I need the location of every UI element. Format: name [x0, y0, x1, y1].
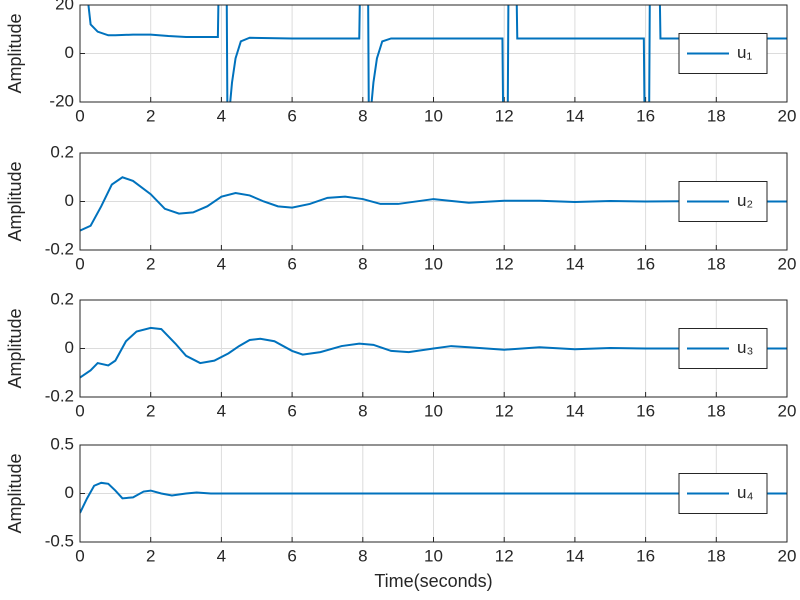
y-tick-label: -0.2 — [45, 386, 74, 405]
x-tick-label: 12 — [495, 546, 514, 565]
axes-box — [79, 4, 788, 103]
y-tick-label: 20 — [55, 0, 74, 13]
x-tick-label: 10 — [424, 106, 443, 125]
x-tick-label: 4 — [217, 401, 226, 420]
axes-box — [79, 444, 788, 543]
y-tick-label: -20 — [49, 91, 74, 110]
x-tick-label: 12 — [495, 254, 514, 273]
x-tick-label: 18 — [707, 254, 726, 273]
x-tick-label: 2 — [146, 254, 155, 273]
axes-box — [79, 299, 788, 398]
x-tick-label: 10 — [424, 254, 443, 273]
y-tick-label: 0 — [65, 483, 74, 502]
x-tick-label: 6 — [287, 106, 296, 125]
x-tick-label: 8 — [358, 106, 367, 125]
subplot: 0 2 4 6 8 10 12 14 16 18 20-0.500.5u₄AmplitudeTime… — [5, 434, 797, 590]
x-tick-label: 2 — [146, 546, 155, 565]
x-tick-label: 18 — [707, 401, 726, 420]
x-tick-label: 10 — [424, 546, 443, 565]
axes-box — [79, 152, 788, 251]
y-tick-label: 0.5 — [50, 434, 74, 453]
x-tick-label: 6 — [287, 546, 296, 565]
x-tick-label: 8 — [358, 401, 367, 420]
x-tick-label: 20 — [778, 254, 797, 273]
legend-label: u₁ — [737, 43, 752, 62]
x-tick-label: 2 — [146, 401, 155, 420]
x-tick-label: 12 — [495, 401, 514, 420]
y-tick-label: 0.2 — [50, 289, 74, 308]
legend-label: u₃ — [737, 338, 753, 357]
x-tick-label: 4 — [217, 106, 226, 125]
x-tick-label: 12 — [495, 106, 514, 125]
x-tick-label: 6 — [287, 401, 296, 420]
x-tick-label: 16 — [636, 254, 655, 273]
x-tick-label: 10 — [424, 401, 443, 420]
x-tick-label: 18 — [707, 546, 726, 565]
x-tick-label: 8 — [358, 254, 367, 273]
x-tick-label: 0 — [75, 106, 84, 125]
legend-label: u₂ — [737, 191, 753, 210]
x-tick-label: 0 — [75, 254, 84, 273]
x-tick-label: 14 — [565, 254, 584, 273]
x-tick-label: 14 — [565, 401, 584, 420]
x-tick-label: 0 — [75, 401, 84, 420]
y-tick-label: 0.2 — [50, 142, 74, 161]
x-tick-label: 16 — [636, 546, 655, 565]
y-axis-label: Amplitude — [5, 161, 25, 241]
x-tick-label: 20 — [778, 546, 797, 565]
x-tick-label: 4 — [217, 546, 226, 565]
x-tick-label: 14 — [565, 546, 584, 565]
x-tick-label: 2 — [146, 106, 155, 125]
y-tick-label: -0.5 — [45, 531, 74, 550]
x-tick-label: 20 — [778, 106, 797, 125]
series-line — [87, 5, 787, 102]
y-axis-label: Amplitude — [5, 13, 25, 93]
legend: u₁ — [678, 33, 768, 74]
x-tick-label: 20 — [778, 401, 797, 420]
y-axis-label: Amplitude — [5, 453, 25, 533]
legend: u₃ — [678, 328, 768, 369]
x-tick-label: 16 — [636, 106, 655, 125]
y-tick-label: 0 — [65, 338, 74, 357]
legend-label: u₄ — [737, 483, 753, 502]
series-line — [80, 326, 787, 379]
x-tick-label: 14 — [565, 106, 584, 125]
x-tick-label: 8 — [358, 546, 367, 565]
x-tick-label: 0 — [75, 546, 84, 565]
y-tick-label: 0 — [65, 191, 74, 210]
x-axis-label: Time(seconds) — [374, 571, 492, 591]
x-tick-label: 6 — [287, 254, 296, 273]
legend: u₄ — [678, 473, 768, 514]
y-tick-label: 0 — [65, 43, 74, 62]
x-tick-label: 18 — [707, 106, 726, 125]
legend: u₂ — [678, 181, 768, 222]
y-tick-label: -0.2 — [45, 239, 74, 258]
x-tick-label: 16 — [636, 401, 655, 420]
x-tick-label: 4 — [217, 254, 226, 273]
y-axis-label: Amplitude — [5, 308, 25, 388]
series-line — [80, 481, 787, 514]
series-line — [80, 176, 787, 232]
